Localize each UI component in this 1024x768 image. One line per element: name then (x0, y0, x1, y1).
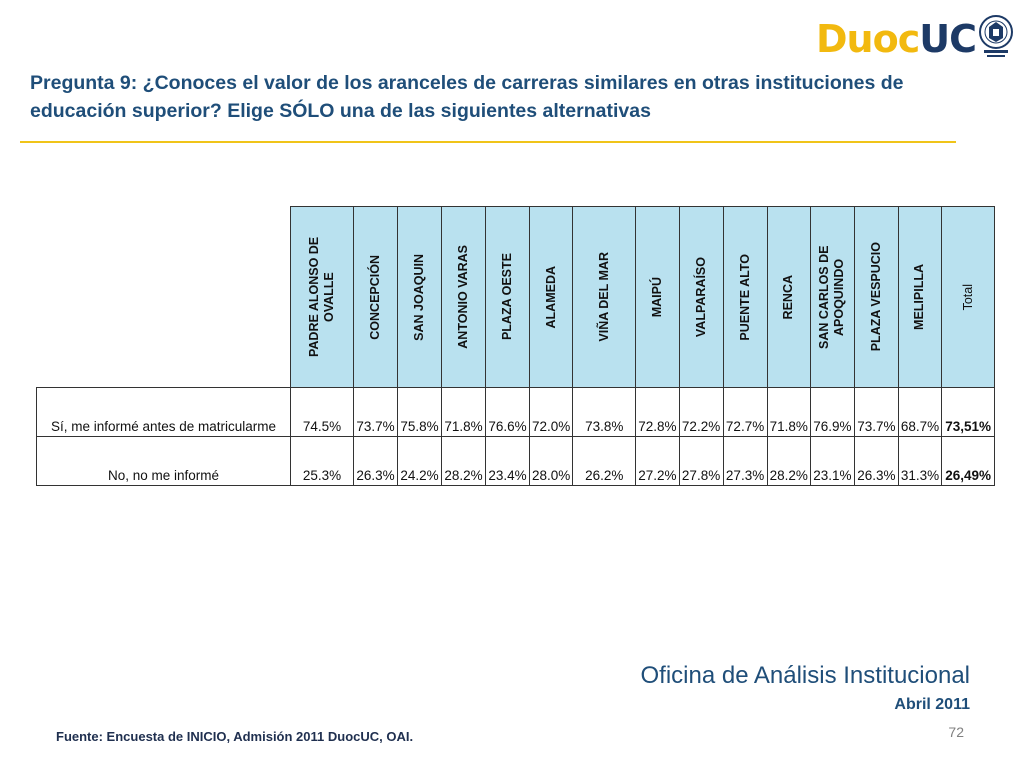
table-cell: 76.9% (809, 387, 855, 437)
table-cell: 71.8% (441, 387, 486, 437)
column-header: PLAZA OESTE (485, 206, 530, 388)
table-cell: 71.8% (766, 387, 811, 437)
column-header: SAN CARLOS DE APOQUINDO (809, 206, 855, 388)
column-header: VIÑA DEL MAR (572, 206, 637, 388)
table-cell: 26.3% (853, 436, 899, 486)
table-cell: 31.3% (897, 436, 943, 486)
logo-text-uc: UC (919, 17, 977, 61)
title-divider (20, 141, 956, 143)
table-cell: 73.7% (853, 387, 899, 437)
table-cell: 27.2% (635, 436, 680, 486)
table-row: Sí, me informé antes de matricularme 74.… (36, 387, 996, 437)
table-corner (37, 207, 291, 388)
table-cell: 24.2% (397, 436, 442, 486)
table-cell: 28.0% (528, 436, 574, 486)
duocuc-logo: DuocUC (816, 14, 1016, 66)
column-header-total: Total (941, 206, 996, 388)
source-note: Fuente: Encuesta de INICIO, Admisión 201… (56, 729, 414, 744)
table-cell: 23.1% (809, 436, 855, 486)
table-cell: 23.4% (485, 436, 530, 486)
table-cell: 27.3% (722, 436, 768, 486)
table-cell: 73.7% (353, 387, 398, 437)
table-cell: 76.6% (485, 387, 530, 437)
results-table: PADRE ALONSO DE OVALLE CONCEPCIÓN SAN JO… (36, 206, 996, 486)
table-cell: 72.2% (678, 387, 724, 437)
column-header: SAN JOAQUIN (397, 206, 442, 388)
page-number: 72 (948, 724, 964, 740)
table-cell: 26.3% (353, 436, 398, 486)
column-header: ANTONIO VARAS (441, 206, 486, 388)
total-cell: 26,49% (941, 436, 996, 486)
column-header: RENCA (766, 206, 811, 388)
table-cell: 75.8% (397, 387, 442, 437)
logo-text-duoc: Duoc (816, 17, 920, 61)
header-row: PADRE ALONSO DE OVALLE CONCEPCIÓN SAN JO… (37, 206, 996, 388)
table-cell: 72.7% (722, 387, 768, 437)
row-label: Sí, me informé antes de matricularme (36, 387, 291, 437)
column-header: ALAMEDA (528, 206, 574, 388)
column-header: MAIPÚ (635, 206, 680, 388)
column-header: VALPARAÍSO (678, 206, 724, 388)
column-header: PUENTE ALTO (722, 206, 768, 388)
table-cell: 28.2% (766, 436, 811, 486)
table-cell: 73.8% (572, 387, 637, 437)
column-header: MELIPILLA (897, 206, 943, 388)
table-cell: 72.0% (528, 387, 574, 437)
table-row: No, no me informé 25.3% 26.3% 24.2% 28.2… (36, 436, 996, 486)
table-cell: 68.7% (897, 387, 943, 437)
slide-title: Pregunta 9: ¿Conoces el valor de los ara… (30, 72, 904, 122)
report-date: Abril 2011 (894, 696, 970, 713)
column-header: CONCEPCIÓN (353, 206, 398, 388)
office-name: Oficina de Análisis Institucional (640, 662, 970, 689)
row-label: No, no me informé (36, 436, 291, 486)
column-header: PADRE ALONSO DE OVALLE (290, 206, 354, 388)
table-cell: 72.8% (635, 387, 680, 437)
logo-wordmark: DuocUC (816, 17, 977, 61)
total-cell: 73,51% (941, 387, 996, 437)
table-cell: 74.5% (290, 387, 354, 437)
table-cell: 26.2% (572, 436, 637, 486)
table-cell: 25.3% (290, 436, 354, 486)
table-cell: 27.8% (678, 436, 724, 486)
table-cell: 28.2% (441, 436, 486, 486)
university-seal-icon (979, 15, 1013, 57)
column-header: PLAZA VESPUCIO (853, 206, 899, 388)
